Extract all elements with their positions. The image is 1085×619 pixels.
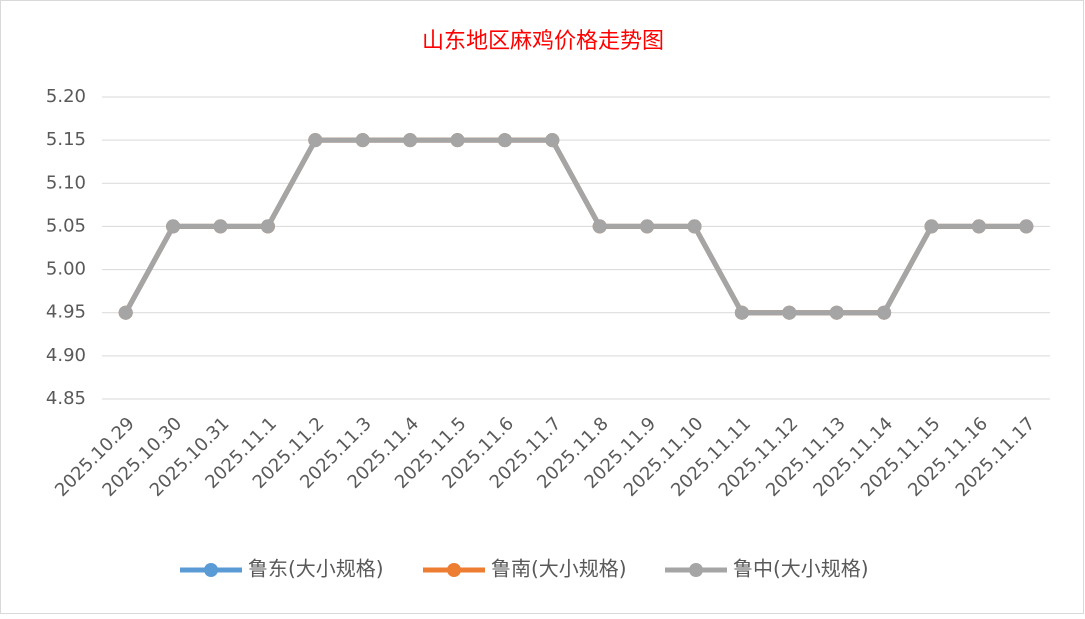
line [123, 137, 1027, 316]
marker [971, 219, 986, 234]
marker [545, 133, 560, 148]
marker [450, 133, 465, 148]
marker [592, 219, 607, 234]
marker [260, 219, 275, 234]
marker [166, 219, 181, 234]
marker [355, 133, 370, 148]
y-tick-label: 4.90 [46, 345, 86, 366]
marker [782, 305, 797, 320]
marker [403, 133, 418, 148]
y-tick-label: 5.05 [46, 215, 86, 236]
marker [829, 305, 844, 320]
chart-title: 山东地区麻鸡价格走势图 [422, 29, 664, 54]
marker [734, 305, 749, 320]
y-tick-label: 5.20 [46, 86, 86, 107]
legend-label: 鲁东(大小规格) [248, 557, 384, 581]
y-tick-label: 4.85 [46, 388, 86, 409]
marker [213, 219, 228, 234]
marker [118, 305, 133, 320]
y-tick-label: 5.15 [46, 129, 86, 150]
marker [877, 305, 892, 320]
legend-label: 鲁中(大小规格) [733, 557, 869, 581]
marker [497, 133, 512, 148]
legend-label: 鲁南(大小规格) [491, 557, 627, 581]
marker [1019, 219, 1034, 234]
legend-marker [204, 563, 218, 577]
y-tick-label: 4.95 [46, 302, 86, 323]
marker [687, 219, 702, 234]
marker [640, 219, 655, 234]
legend-marker [447, 563, 461, 577]
marker [308, 133, 323, 148]
legend-marker [689, 563, 703, 577]
marker [924, 219, 939, 234]
y-tick-label: 5.00 [46, 259, 86, 280]
y-tick-label: 5.10 [46, 172, 86, 193]
